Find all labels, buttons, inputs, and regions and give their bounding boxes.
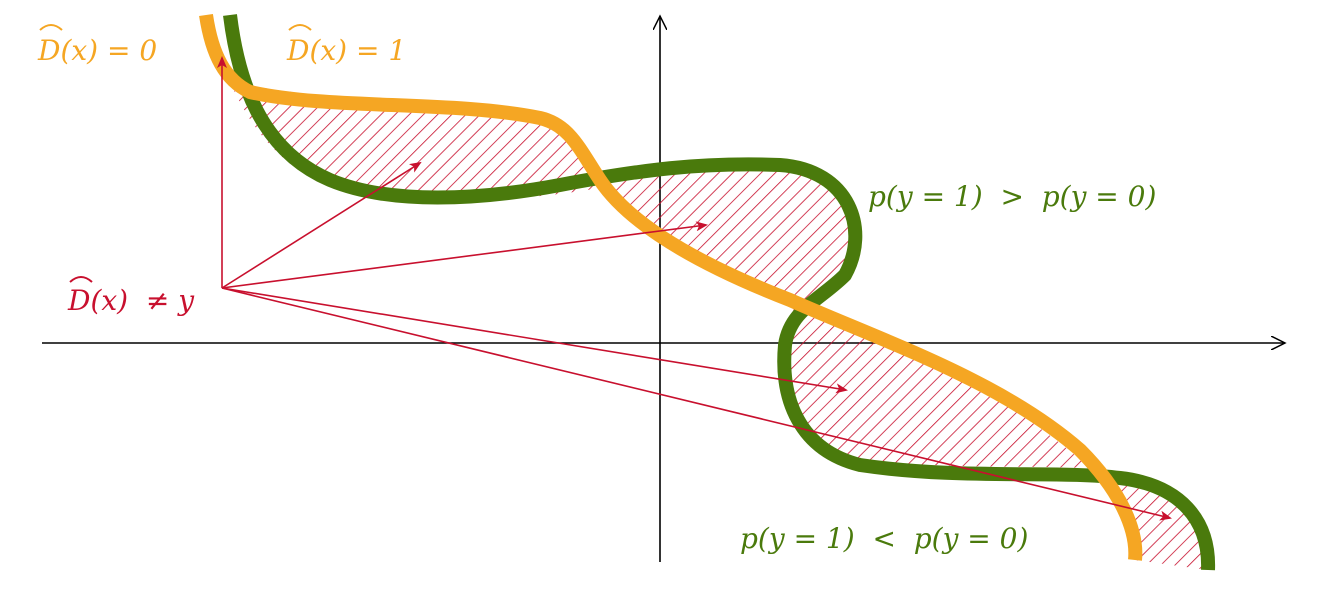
hat-dneq (69, 276, 93, 283)
p-less-label: p(y = 1) < p(y = 0) (740, 522, 1028, 555)
arrow-region-3 (221, 287, 848, 394)
d0-label: D(x) = 0 (37, 34, 157, 67)
hatched-region-2 (598, 168, 852, 305)
hat-d1 (288, 24, 312, 31)
arrow-region-4 (221, 287, 1172, 521)
dneq-label: D(x) ≠ y (67, 284, 195, 317)
p-greater-label: p(y = 1) > p(y = 0) (868, 180, 1156, 213)
hatched-region-3 (784, 305, 1090, 468)
d1-label-group: D(x) = 1 (286, 24, 406, 67)
error-arrows (217, 56, 1172, 521)
orange-boundary-curve (199, 13, 1143, 561)
d1-label: D(x) = 1 (286, 34, 406, 67)
misclassified-regions (230, 82, 1208, 570)
dneq-label-group: D(x) ≠ y (67, 276, 195, 317)
arrow-region-2 (221, 221, 708, 289)
d0-label-group: D(x) = 0 (37, 24, 157, 67)
green-boundary-curve (223, 14, 1216, 571)
hat-d0 (39, 24, 63, 31)
arrow-region-1 (221, 161, 422, 289)
